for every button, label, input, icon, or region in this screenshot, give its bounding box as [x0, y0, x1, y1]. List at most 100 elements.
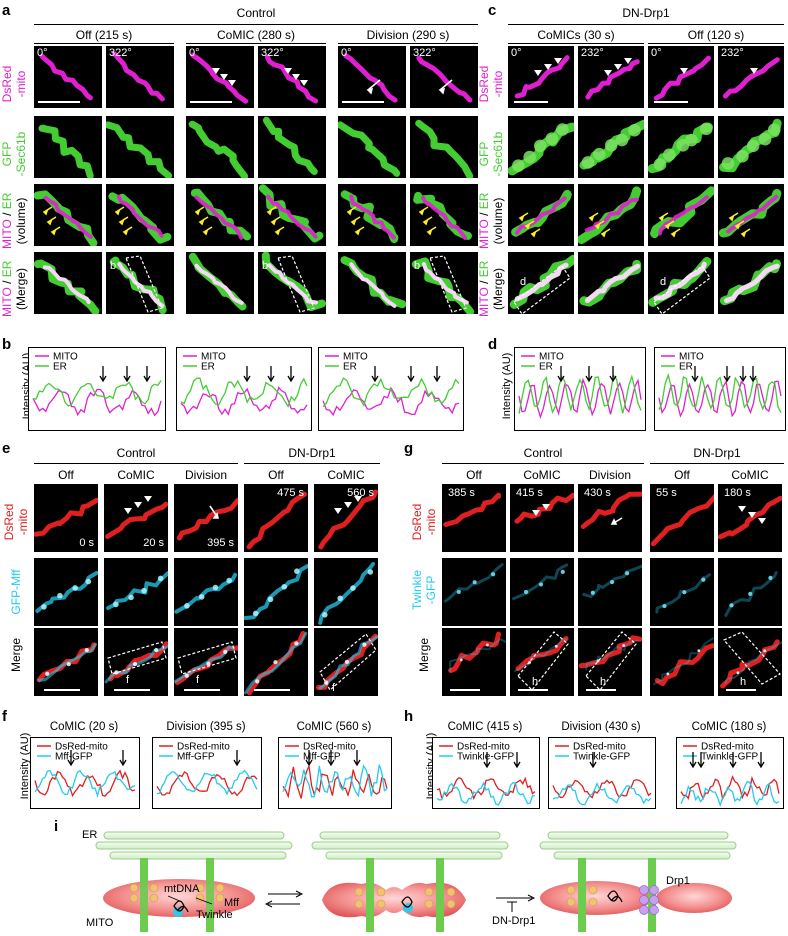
- schematic-mff-label: Mff: [224, 897, 240, 909]
- tubule-stroke: [264, 54, 319, 104]
- panel-a-angle-label: 322°: [261, 47, 284, 59]
- signal-puncta: [128, 594, 134, 601]
- schematic-twinkle-label: Twinkle: [196, 909, 233, 921]
- panel-a-cond-3: Division (290 s): [366, 28, 450, 42]
- arrowhead-icon: [534, 70, 542, 76]
- signal-puncta: [767, 123, 781, 136]
- tubule-stroke: [578, 635, 642, 669]
- panel-e-tile-r1-c2: 20 s: [104, 484, 168, 552]
- panel-a-tile-r1-c5-svg: [342, 53, 398, 103]
- arrowhead-icon: [144, 496, 152, 502]
- signal-puncta: [523, 150, 537, 164]
- tubule-stroke: [38, 124, 94, 178]
- panel-g-letter: g: [404, 440, 414, 457]
- panel-a-tile-r2-c2: [106, 116, 174, 178]
- tubule-stroke: [585, 59, 640, 100]
- panel-g-roi-label: h: [740, 676, 747, 688]
- panel-i-letter: i: [54, 818, 59, 835]
- panel-a-angle-label: 0°: [341, 47, 352, 59]
- panel-f-plot-1: DsRed-mito Mff-GFP: [30, 737, 140, 809]
- panel-a-tile-r2-c1: [34, 116, 102, 178]
- yellow-arrow-icon: [734, 220, 745, 230]
- legend-label: Twinkle-GFP: [573, 752, 631, 763]
- panel-a-tile-r2-c4-svg: [262, 116, 318, 175]
- panel-b-plot-3: MITO ER: [318, 347, 464, 431]
- panel-g-tile-r3-c1: [442, 628, 506, 696]
- yellow-arrow-icon: [194, 206, 205, 216]
- panel-c-tile-r4-c2-svg: [579, 259, 642, 307]
- tubule-stroke: [584, 263, 641, 303]
- signal-puncta: [184, 673, 189, 678]
- tubule-stroke: [108, 641, 168, 682]
- panel-e-row-label-2: GFP-Mff: [9, 569, 23, 615]
- signal-puncta: [701, 577, 706, 582]
- panel-a-tile-r4-c5-svg: [340, 256, 406, 309]
- panel-g-time-label: 180 s: [724, 487, 751, 499]
- roi-dashed-box: [653, 265, 711, 314]
- signal-puncta: [226, 577, 233, 584]
- panel-h-plot-2: DsRed-mito Twinkle-GFP: [548, 737, 656, 809]
- signal-puncta: [157, 575, 164, 582]
- tubule-stroke: [585, 639, 639, 671]
- tubule-stroke: [188, 120, 249, 178]
- intensity-trace: [322, 377, 460, 408]
- legend-label: Twinkle-GFP: [457, 752, 515, 763]
- yellow-arrow-icon: [274, 226, 285, 236]
- panel-e-tile-r3-c2-svg: [104, 641, 168, 691]
- panel-e-tile-r3-c1: [34, 628, 98, 696]
- legend-label: DsRed-mito: [701, 742, 754, 753]
- panel-e-tile-r2-c2: [104, 558, 168, 626]
- signal-puncta: [666, 672, 670, 676]
- signal-puncta: [223, 649, 228, 655]
- panel-e-roi-label: f: [332, 682, 336, 694]
- arrowhead-icon: [334, 508, 342, 514]
- arrowhead-icon: [614, 64, 622, 70]
- signal-puncta: [729, 603, 734, 608]
- tubule-stroke: [117, 262, 165, 308]
- panel-e-group-line-1: [34, 463, 238, 464]
- arrow-icon: [143, 366, 151, 383]
- panel-a-tile-r3-c4: [258, 184, 326, 246]
- signal-puncta: [533, 139, 547, 153]
- legend-label: ER: [679, 362, 693, 373]
- panel-c-tile-r3-c1-svg: [511, 189, 572, 238]
- signal-puncta: [141, 587, 147, 594]
- panel-g-tile-r1-c3: 430 s: [578, 484, 642, 552]
- arrow-icon: [233, 750, 241, 767]
- panel-a-roi-label: b: [262, 260, 269, 272]
- panel-g-col-5: CoMIC: [731, 468, 769, 482]
- panel-f-plot-1-title: CoMIC (20 s): [49, 721, 119, 733]
- signal-puncta: [281, 583, 288, 590]
- arrow-icon: [483, 752, 491, 769]
- arrow-icon: [407, 366, 415, 383]
- panel-c-tile-r4-c3: d: [648, 252, 714, 314]
- panel-a-tile-r1-c2-svg: [112, 51, 165, 102]
- tubule-stroke: [267, 263, 318, 305]
- panel-e-tile-r3-c5: f: [314, 628, 378, 696]
- panel-g-col-1: Off: [466, 468, 482, 482]
- panel-a-tile-r3-c4-svg: [258, 184, 324, 243]
- panel-a-tile-r3-c1-svg: [34, 190, 98, 246]
- signal-puncta: [763, 649, 767, 653]
- legend-label: DsRed-mito: [303, 742, 356, 753]
- arrowhead-icon: [212, 68, 220, 74]
- legend-label: DsRed-mito: [177, 742, 230, 753]
- panel-e-tile-r1-c3-svg: [176, 497, 238, 541]
- signal-puncta: [45, 671, 50, 676]
- legend-label: MITO: [201, 352, 226, 363]
- arrow-icon: [689, 752, 697, 769]
- signal-puncta: [337, 595, 344, 602]
- panel-c-tile-r4-c1: d: [508, 252, 574, 314]
- roi-dashed-box: [517, 631, 569, 691]
- panel-g-tile-r2-c2-svg: [512, 563, 569, 601]
- panel-e-tile-r2-c2-svg: [106, 571, 168, 610]
- yellow-arrow-icon: [664, 220, 675, 230]
- panel-a-angle-label: 0°: [189, 47, 200, 59]
- roi-dashed-box: [125, 255, 163, 313]
- intensity-trace: [552, 779, 652, 799]
- yellow-arrow-icon: [740, 228, 751, 238]
- panel-a-cond-line-3: [338, 43, 478, 44]
- tubule-stroke: [194, 195, 244, 240]
